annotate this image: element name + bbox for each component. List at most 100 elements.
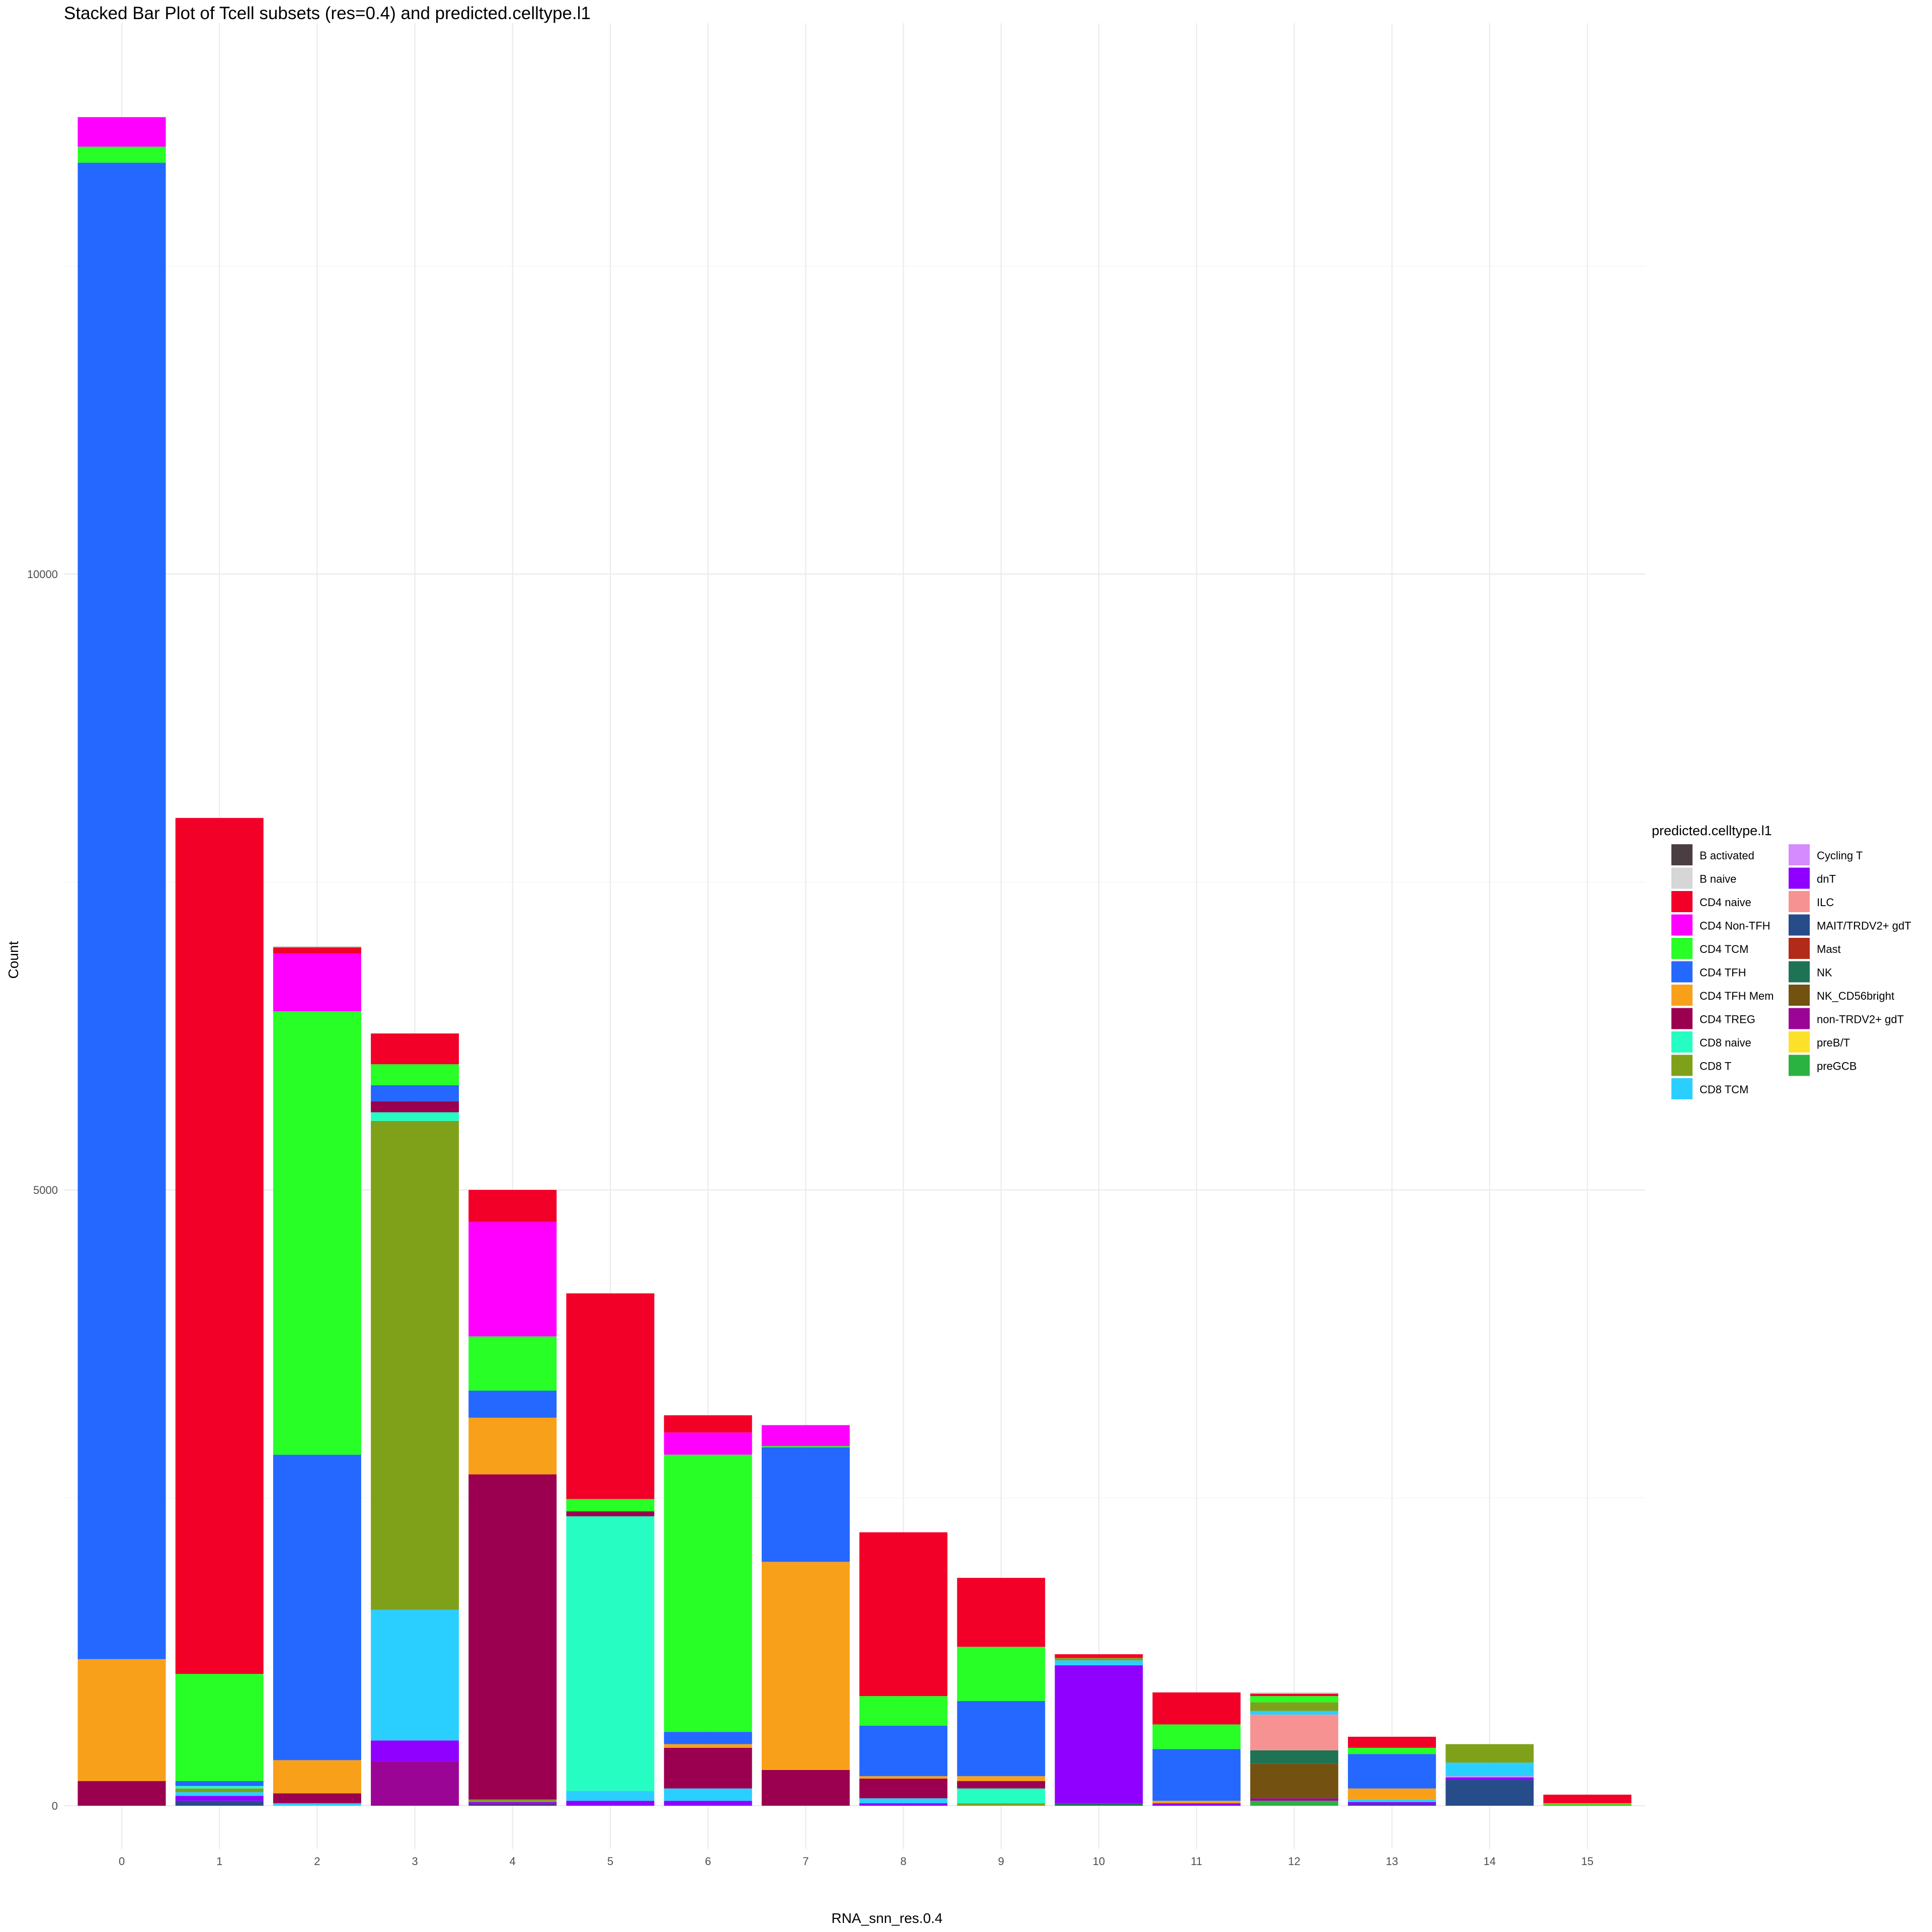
chart-title: Stacked Bar Plot of Tcell subsets (res=0… — [64, 4, 591, 23]
x-tick-label: 12 — [1288, 1855, 1300, 1868]
x-tick-label: 10 — [1093, 1855, 1105, 1868]
bar-segment — [761, 1446, 850, 1447]
bar-segment — [1152, 1803, 1241, 1806]
x-tick-label: 2 — [314, 1855, 320, 1868]
bar-segment — [1445, 1780, 1534, 1806]
bar-segment — [468, 1417, 557, 1475]
legend-label: CD4 TFH — [1700, 967, 1746, 979]
bar-segment — [1543, 1804, 1632, 1806]
legend-label: CD4 Non-TFH — [1700, 920, 1770, 932]
bar-segment — [957, 1647, 1045, 1701]
bar-segment — [175, 1674, 264, 1782]
legend-swatch — [1789, 891, 1810, 912]
legend-swatch — [1671, 1031, 1693, 1053]
legend-item: CD8 TCM — [1671, 1078, 1748, 1099]
legend-label: CD4 naive — [1700, 896, 1751, 909]
legend: predicted.celltype.l1 B activated B naive… — [1652, 823, 1911, 1099]
legend-label: Mast — [1817, 943, 1841, 955]
legend-swatch — [1789, 938, 1810, 959]
bar-segment — [1250, 1798, 1338, 1801]
bar-segment — [371, 1101, 459, 1112]
legend-label: B activated — [1700, 849, 1754, 862]
legend-swatch — [1789, 844, 1810, 865]
x-axis-title: RNA_snn_res.0.4 — [831, 1910, 942, 1926]
bar-segment — [371, 1033, 459, 1065]
bar-segment — [273, 1793, 361, 1804]
legend-label: CD4 TREG — [1700, 1013, 1755, 1026]
legend-swatch — [1671, 914, 1693, 936]
x-tick-label: 5 — [607, 1855, 613, 1868]
bar-segment — [1152, 1692, 1241, 1725]
bar-segment — [175, 1801, 264, 1806]
bar-segment — [1348, 1754, 1436, 1789]
bar-segment — [664, 1747, 752, 1789]
legend-label: CD4 TCM — [1700, 943, 1748, 955]
bar-segment — [566, 1511, 655, 1516]
y-tick-label: 5000 — [33, 1184, 58, 1196]
bar-segment — [468, 1804, 557, 1806]
legend-item: NK — [1789, 961, 1832, 983]
legend-swatch — [1789, 985, 1810, 1006]
bar-segment — [859, 1776, 948, 1779]
legend-swatch — [1671, 891, 1693, 912]
bar-segment — [957, 1788, 1045, 1804]
bar-segment — [175, 1792, 264, 1796]
bar-segment — [1250, 1711, 1338, 1715]
bar-segment — [1250, 1750, 1338, 1764]
bar-segment — [566, 1516, 655, 1791]
bar-segment — [761, 1770, 850, 1806]
bar-segment — [1250, 1714, 1338, 1750]
bar-segment — [77, 146, 166, 163]
legend-item: preGCB — [1789, 1055, 1857, 1076]
bar-segment — [664, 1732, 752, 1744]
bar-segment — [273, 946, 361, 947]
bar-segment — [859, 1779, 948, 1799]
bar-segment — [1250, 1702, 1338, 1711]
legend-item: CD8 naive — [1671, 1031, 1751, 1053]
bar-segment — [664, 1801, 752, 1806]
x-tick-label: 3 — [412, 1855, 418, 1868]
bar-segment — [175, 818, 264, 1674]
bar-segment — [761, 1425, 850, 1446]
legend-item: B naive — [1671, 867, 1736, 889]
legend-label: ILC — [1817, 896, 1834, 909]
bar-segment — [859, 1798, 948, 1804]
legend-label: CD8 TCM — [1700, 1083, 1748, 1096]
bar-segment — [273, 1455, 361, 1760]
bar-segment — [468, 1391, 557, 1418]
legend-label: NK_CD56bright — [1817, 990, 1894, 1002]
x-tick-label: 1 — [216, 1855, 222, 1868]
bar-segment — [1152, 1801, 1241, 1804]
bar-segment — [468, 1799, 557, 1802]
legend-item: dnT — [1789, 867, 1836, 889]
bar-segment — [859, 1803, 948, 1806]
x-tick-label: 15 — [1581, 1855, 1593, 1868]
bar-segment — [1250, 1763, 1338, 1799]
bar-segment — [664, 1788, 752, 1801]
bar-segment — [273, 953, 361, 1012]
legend-item: Mast — [1789, 938, 1841, 959]
legend-swatch — [1789, 914, 1810, 936]
bar-segment — [1055, 1803, 1143, 1806]
bar-segment — [1445, 1762, 1534, 1777]
bar-segment — [468, 1802, 557, 1804]
bar-segment — [273, 1760, 361, 1794]
bar-segment — [1445, 1744, 1534, 1763]
bar-segment — [761, 1447, 850, 1562]
legend-swatch — [1789, 867, 1810, 889]
legend-swatch — [1671, 961, 1693, 983]
legend-swatch — [1671, 1055, 1693, 1076]
legend-item: NK_CD56bright — [1789, 985, 1894, 1006]
legend-item: CD4 TCM — [1671, 938, 1748, 959]
bar-segment — [957, 1776, 1045, 1782]
x-tick-label: 8 — [900, 1855, 906, 1868]
legend-swatch — [1789, 1031, 1810, 1053]
bar-segment — [1445, 1776, 1534, 1778]
legend-swatch — [1789, 1055, 1810, 1076]
legend-item: preB/T — [1789, 1031, 1850, 1053]
bar-segment — [1348, 1736, 1436, 1748]
bar-segment — [77, 117, 166, 147]
legend-item: B activated — [1671, 844, 1754, 865]
legend-label: CD4 TFH Mem — [1700, 990, 1774, 1002]
